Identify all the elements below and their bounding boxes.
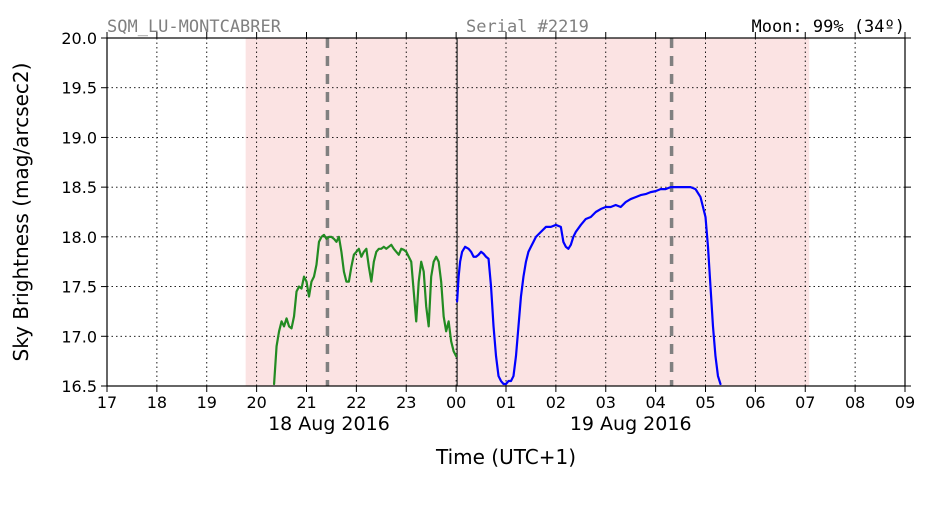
x-tick-label: 17 (97, 393, 117, 412)
x-tick-label: 04 (645, 393, 665, 412)
header-left: SQM_LU-MONTCABRER (107, 17, 282, 37)
chart-container: 17 18 19 20 21 22 23 00 01 02 03 04 05 06 07 08 09 16.5 17… (0, 0, 952, 512)
y-axis-label: Sky Brightness (mag/arcsec2) (9, 63, 33, 362)
y-tick-label: 19.0 (61, 128, 97, 147)
x-tick-label: 08 (845, 393, 865, 412)
x-tick-label: 18 (147, 393, 167, 412)
x-tick-label: 03 (596, 393, 616, 412)
x-tick-label: 07 (795, 393, 815, 412)
x-tick-label: 21 (296, 393, 316, 412)
y-tick-label: 17.5 (61, 278, 97, 297)
x-tick-label: 02 (546, 393, 566, 412)
x-tick-label: 22 (346, 393, 366, 412)
x-tick-label: 05 (695, 393, 715, 412)
x-tick-label: 01 (496, 393, 516, 412)
x-tick-label: 19 (197, 393, 217, 412)
x-tick-label: 20 (246, 393, 266, 412)
date-label: 19 Aug 2016 (570, 413, 692, 435)
x-tick-label: 23 (396, 393, 416, 412)
x-tick-label: 06 (745, 393, 765, 412)
sky-brightness-chart: 17 18 19 20 21 22 23 00 01 02 03 04 05 06 07 08 09 16.5 17… (0, 0, 952, 512)
y-tick-label: 18.0 (61, 228, 97, 247)
y-tick-label: 16.5 (61, 377, 97, 396)
y-tick-label: 18.5 (61, 178, 97, 197)
x-tick-label: 09 (895, 393, 915, 412)
date-label: 18 Aug 2016 (268, 413, 390, 435)
y-tick-label: 19.5 (61, 79, 97, 98)
x-axis-label: Time (UTC+1) (435, 445, 576, 469)
y-tick-label: 17.0 (61, 327, 97, 346)
header-center: Serial #2219 (466, 17, 589, 37)
header-right: Moon: 99% (34º) (751, 17, 905, 37)
x-tick-label: 00 (446, 393, 466, 412)
y-tick-label: 20.0 (61, 29, 97, 48)
